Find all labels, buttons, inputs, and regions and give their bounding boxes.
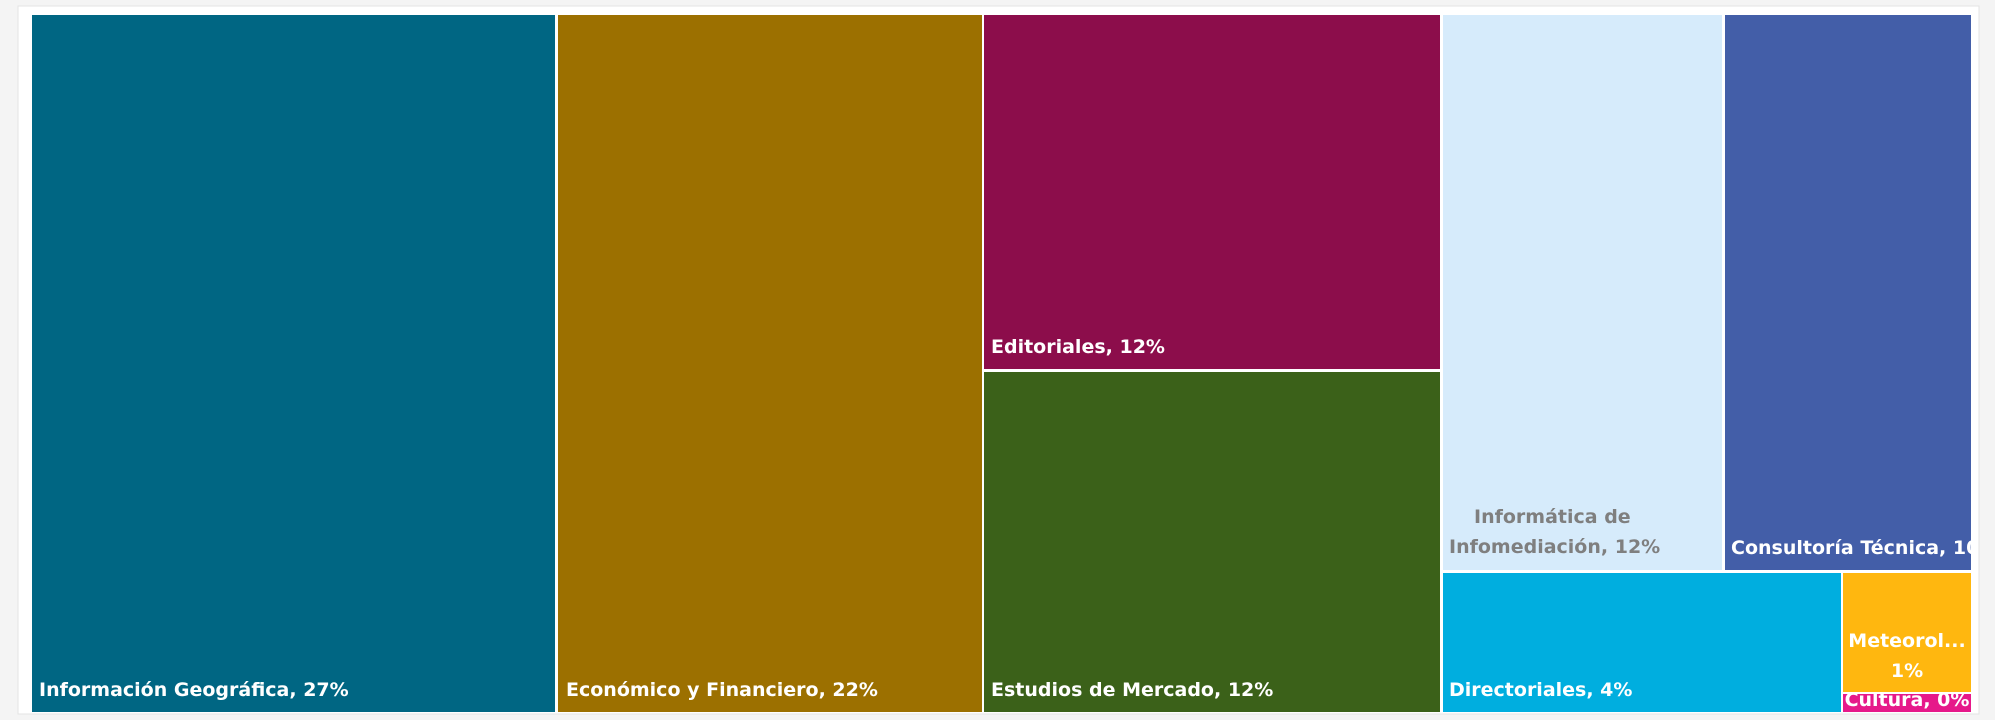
tile-label-estudios-de-mercado: Estudios de Mercado, 12% [991,679,1273,701]
tile-label-directoriales: Directoriales, 4% [1449,679,1632,701]
tile-informatica-de-infomediacion: Informática de Infomediación, 12% [1443,15,1722,570]
tile-label-editoriales: Editoriales, 12% [991,336,1165,358]
tile-label-meteorol: Meteorol... 1% [1848,630,1965,682]
tile-economico-y-financiero: Económico y Financiero, 22% [558,15,982,712]
tile-label-line: Informática de [1474,506,1631,528]
tile-label-line: Infomediación, 12% [1449,536,1660,558]
tile-label-line: 1% [1891,660,1923,682]
tile-editoriales: Editoriales, 12% [984,15,1440,369]
tile-rect-meteorol [1843,573,1971,692]
tile-label-cultura: Cultura, 0% [1845,689,1970,711]
tile-rect-informacion-geografica [32,15,555,712]
tile-label-consultoria-tecnica: Consultoría Técnica, 10% [1731,537,1995,559]
tile-rect-consultoria-tecnica [1725,15,1971,570]
tile-label-informacion-geografica: Información Geográfica, 27% [39,679,349,701]
tile-consultoria-tecnica: Consultoría Técnica, 10% [1725,15,1995,570]
tile-label-economico-y-financiero: Económico y Financiero, 22% [566,679,878,701]
tile-rect-directoriales [1443,573,1841,712]
tile-label-informatica-de-infomediacion: Informática de Infomediación, 12% [1449,506,1660,558]
tile-rect-economico-y-financiero [558,15,982,712]
tile-rect-editoriales [984,15,1440,369]
tile-label-line: Meteorol... [1848,630,1965,652]
tile-cultura: Cultura, 0% [1843,689,1971,712]
tile-estudios-de-mercado: Estudios de Mercado, 12% [984,372,1440,712]
tile-rect-cultura [1843,694,1971,712]
tile-meteorol: Meteorol... 1% [1843,573,1971,692]
tile-directoriales: Directoriales, 4% [1443,573,1841,712]
tile-rect-estudios-de-mercado [984,372,1440,712]
tile-rect-informatica-de-infomediacion [1443,15,1722,570]
tile-informacion-geografica: Información Geográfica, 27% [32,15,555,712]
